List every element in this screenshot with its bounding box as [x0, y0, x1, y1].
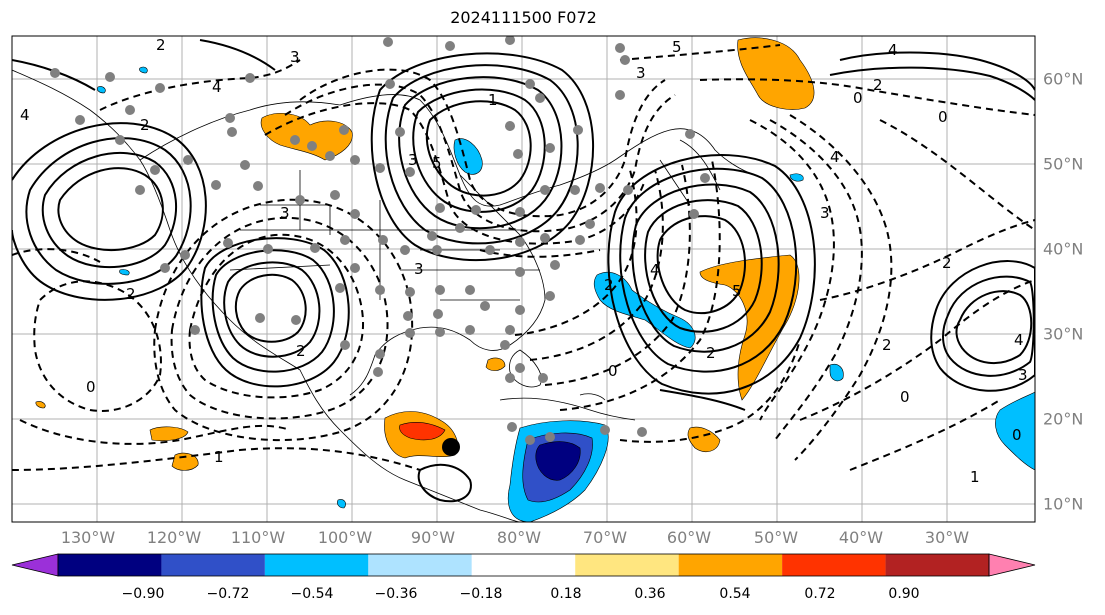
- lon-label: 30°W: [924, 528, 970, 547]
- contour-label: 3: [1018, 366, 1028, 384]
- positive-contours: [12, 39, 1035, 503]
- lon-label: 60°W: [666, 528, 712, 547]
- colorbar-tick-label: −0.36: [374, 586, 418, 602]
- colorbar-tick-label: 0.18: [550, 586, 582, 602]
- contour-label: 4: [212, 78, 222, 96]
- colorbar-segment: [264, 554, 369, 576]
- colorbar-segment: [58, 554, 162, 576]
- contour-label: 2: [156, 36, 166, 54]
- lat-label: 30°N: [1043, 324, 1084, 344]
- lat-label: 10°N: [1043, 494, 1084, 514]
- negative-contours: [12, 44, 1035, 471]
- lon-label: 130°W: [60, 528, 116, 547]
- colorbar-tick-label: −0.90: [121, 586, 165, 602]
- shaded-anomalies: [35, 37, 1035, 522]
- colorbar-segment: [368, 554, 472, 576]
- colorbar-tick-label: −0.54: [290, 586, 334, 602]
- contour-label: 2: [942, 254, 952, 272]
- lat-label: 40°N: [1043, 239, 1084, 259]
- colorbar-tick-label: −0.72: [206, 586, 250, 602]
- map-panel: 4 2 0 0 4 5 3 1 5 3 3 3 2 4 5 2 0 2 0 2 …: [11, 35, 1036, 523]
- contour-label: 2: [126, 285, 136, 303]
- contour-label: 3: [280, 204, 290, 222]
- colorbar-extend-high: [988, 553, 1036, 577]
- lon-label: 100°W: [317, 528, 373, 547]
- colorbar-segment: [678, 554, 783, 576]
- contour-labels: 4 2 0 0 4 5 3 1 5 3 3 3 2 4 5 2 0 2 0 2 …: [20, 36, 1028, 486]
- contour-label: 0: [853, 89, 863, 107]
- contour-label: 4: [650, 261, 660, 279]
- contour-label: 0: [86, 378, 96, 396]
- colorbar-segments: [11, 553, 1036, 577]
- contour-label: 1: [214, 448, 224, 466]
- lon-label: 90°W: [410, 528, 456, 547]
- map-frame: [11, 35, 1036, 523]
- storm-marker: [442, 438, 460, 456]
- contour-label: 4: [1014, 331, 1024, 349]
- contour-label: 0: [938, 108, 948, 126]
- lat-label: 20°N: [1043, 409, 1084, 429]
- lon-label: 110°W: [230, 528, 286, 547]
- map-title: 2024111500 F072: [450, 8, 597, 27]
- contour-label: 3: [290, 48, 300, 66]
- contour-label: 2: [873, 76, 883, 94]
- contour-label: 0: [608, 362, 618, 380]
- contour-label: 0: [1012, 426, 1022, 444]
- contour-label: 4: [20, 106, 30, 124]
- contour-label: 2: [706, 344, 716, 362]
- contour-label: 1: [488, 91, 498, 109]
- lon-label: 50°W: [753, 528, 799, 547]
- contour-label: 2: [882, 336, 892, 354]
- colorbar-extend-low: [11, 553, 59, 577]
- contour-label: 2: [604, 276, 614, 294]
- contour-label: 2: [296, 342, 306, 360]
- colorbar-segment: [575, 554, 679, 576]
- colorbar-tick-label: 0.90: [888, 586, 920, 602]
- contour-label: 4: [830, 148, 840, 166]
- contour-label: 5: [732, 282, 742, 300]
- contour-label: 2: [140, 116, 150, 134]
- contour-label: 5: [432, 154, 442, 172]
- colorbar-tick-label: 0.54: [719, 586, 751, 602]
- lat-label: 60°N: [1043, 69, 1084, 89]
- colorbar: [11, 553, 1036, 577]
- colorbar-tick-label: 0.36: [634, 586, 666, 602]
- colorbar-frame: [57, 553, 990, 577]
- contour-label: 4: [888, 41, 898, 59]
- colorbar-tick-label: −0.18: [459, 586, 503, 602]
- colorbar-segment: [885, 554, 989, 576]
- colorbar-segment: [471, 554, 576, 576]
- contour-label: 5: [672, 38, 682, 56]
- contour-label: 3: [820, 204, 830, 222]
- colorbar-segment: [782, 554, 886, 576]
- contour-label: 0: [900, 388, 910, 406]
- contour-label: 3: [636, 64, 646, 82]
- lon-label: 120°W: [146, 528, 202, 547]
- colorbar-tick-label: 0.72: [804, 586, 836, 602]
- contour-label: 1: [970, 468, 980, 486]
- lon-label: 80°W: [496, 528, 542, 547]
- contour-label: 3: [408, 151, 418, 169]
- lat-label: 50°N: [1043, 154, 1084, 174]
- colorbar-segment: [161, 554, 265, 576]
- contour-label: 3: [414, 260, 424, 278]
- lon-label: 40°W: [838, 528, 884, 547]
- station-markers: [50, 36, 710, 445]
- lon-label: 70°W: [582, 528, 628, 547]
